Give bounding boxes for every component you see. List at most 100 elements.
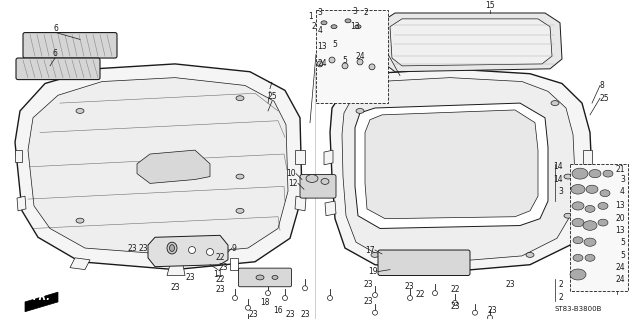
Polygon shape xyxy=(583,150,592,164)
Ellipse shape xyxy=(573,254,583,261)
Text: 5: 5 xyxy=(620,238,625,247)
Text: 23: 23 xyxy=(170,283,180,292)
Ellipse shape xyxy=(551,101,559,106)
Ellipse shape xyxy=(585,205,595,212)
Ellipse shape xyxy=(236,208,244,213)
Polygon shape xyxy=(355,103,548,228)
Text: 23: 23 xyxy=(404,282,414,291)
Text: 21: 21 xyxy=(616,165,625,174)
Text: 9: 9 xyxy=(232,244,237,252)
Circle shape xyxy=(329,57,335,63)
Text: 3: 3 xyxy=(620,175,625,184)
Text: 23: 23 xyxy=(216,285,225,294)
Ellipse shape xyxy=(526,252,534,257)
Circle shape xyxy=(372,310,377,315)
Polygon shape xyxy=(380,13,562,72)
Text: 1: 1 xyxy=(308,12,313,21)
Polygon shape xyxy=(148,235,228,267)
Polygon shape xyxy=(70,258,90,270)
Text: 7: 7 xyxy=(267,82,272,91)
Text: 6: 6 xyxy=(54,24,58,33)
Text: 5: 5 xyxy=(620,252,625,260)
Text: 16: 16 xyxy=(273,306,283,315)
Text: 13: 13 xyxy=(350,22,360,31)
Circle shape xyxy=(357,59,363,65)
Polygon shape xyxy=(365,110,538,219)
FancyBboxPatch shape xyxy=(378,250,470,276)
Text: 22: 22 xyxy=(415,290,425,299)
Text: 2: 2 xyxy=(363,9,368,18)
Text: 4: 4 xyxy=(317,26,322,35)
Ellipse shape xyxy=(583,221,597,230)
Circle shape xyxy=(233,296,238,300)
Circle shape xyxy=(188,247,195,253)
Text: 24: 24 xyxy=(616,263,625,272)
Text: 24: 24 xyxy=(355,52,365,60)
Ellipse shape xyxy=(571,185,585,194)
Circle shape xyxy=(453,300,458,305)
Ellipse shape xyxy=(355,25,361,29)
Text: 23: 23 xyxy=(363,297,373,307)
FancyBboxPatch shape xyxy=(329,40,335,44)
Text: 8: 8 xyxy=(600,81,605,90)
Ellipse shape xyxy=(585,254,595,261)
Text: 23: 23 xyxy=(185,273,195,282)
Text: 17: 17 xyxy=(365,245,375,254)
Ellipse shape xyxy=(306,175,318,182)
Text: 14: 14 xyxy=(554,162,563,171)
Text: 10: 10 xyxy=(286,169,296,178)
Polygon shape xyxy=(230,258,238,270)
Ellipse shape xyxy=(169,244,174,252)
Circle shape xyxy=(327,296,332,300)
Text: 6: 6 xyxy=(52,49,58,58)
Text: 2: 2 xyxy=(558,280,563,289)
Ellipse shape xyxy=(572,168,588,179)
Polygon shape xyxy=(342,78,575,262)
Polygon shape xyxy=(295,150,305,164)
FancyBboxPatch shape xyxy=(16,58,100,80)
Text: 2: 2 xyxy=(558,292,563,301)
Polygon shape xyxy=(25,292,58,312)
Polygon shape xyxy=(324,150,333,165)
Text: 23: 23 xyxy=(487,306,497,315)
Ellipse shape xyxy=(598,203,608,209)
Text: 22: 22 xyxy=(216,253,225,262)
Text: 23: 23 xyxy=(505,280,515,289)
Ellipse shape xyxy=(331,25,337,29)
Polygon shape xyxy=(167,265,185,276)
Text: FR.: FR. xyxy=(33,292,51,302)
Text: 23: 23 xyxy=(363,280,373,289)
Ellipse shape xyxy=(446,259,454,264)
Polygon shape xyxy=(28,78,288,255)
Circle shape xyxy=(283,296,288,300)
Text: 5: 5 xyxy=(343,55,348,65)
FancyBboxPatch shape xyxy=(570,164,628,291)
Circle shape xyxy=(207,249,214,255)
Text: 15: 15 xyxy=(485,1,495,10)
Text: 13: 13 xyxy=(616,226,625,235)
Text: 23: 23 xyxy=(450,302,460,311)
Text: 25: 25 xyxy=(267,92,277,101)
Text: 3: 3 xyxy=(317,9,322,18)
Ellipse shape xyxy=(272,276,278,279)
Text: 20: 20 xyxy=(616,214,625,223)
Ellipse shape xyxy=(598,219,608,226)
Ellipse shape xyxy=(586,185,598,193)
Text: 22: 22 xyxy=(216,275,225,284)
Ellipse shape xyxy=(564,213,572,218)
Circle shape xyxy=(487,315,492,320)
Text: 14: 14 xyxy=(554,175,563,184)
Polygon shape xyxy=(295,196,306,211)
Ellipse shape xyxy=(570,269,586,280)
Text: 23: 23 xyxy=(300,310,310,319)
FancyBboxPatch shape xyxy=(357,42,363,46)
Circle shape xyxy=(342,63,348,69)
FancyBboxPatch shape xyxy=(369,47,375,51)
Circle shape xyxy=(372,292,377,298)
Text: 12: 12 xyxy=(288,179,298,188)
Text: 13: 13 xyxy=(616,202,625,211)
Circle shape xyxy=(369,64,375,70)
Text: 18: 18 xyxy=(260,299,270,308)
Circle shape xyxy=(303,286,308,291)
Text: 19: 19 xyxy=(368,267,378,276)
